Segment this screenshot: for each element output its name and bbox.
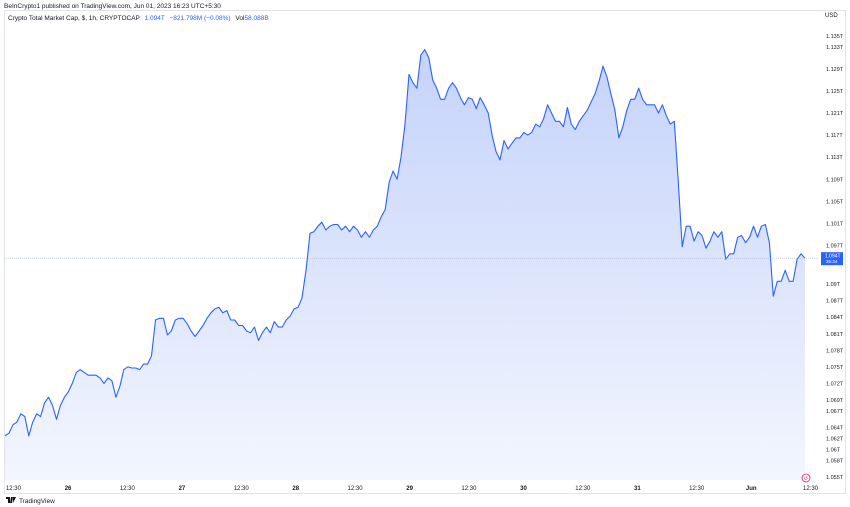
- y-tick-label: 1.125T: [826, 89, 844, 95]
- x-tick-label: 12:30: [689, 486, 705, 492]
- y-tick-label: 1.072T: [826, 381, 844, 387]
- x-tick-label: 12:30: [348, 486, 364, 492]
- price-area: [5, 49, 805, 480]
- x-tick-label: 29: [406, 486, 413, 492]
- y-tick-label: 1.087T: [826, 299, 844, 305]
- y-tick-label: 1.101T: [826, 221, 844, 227]
- y-tick-label: 1.113T: [826, 155, 843, 161]
- chart-frame: [4, 10, 846, 494]
- y-tick-label: 1.084T: [826, 315, 844, 321]
- x-tick-label: 27: [179, 486, 186, 492]
- footer: TradingView: [6, 497, 55, 505]
- y-tick-label: 1.081T: [826, 332, 844, 338]
- footer-brand: TradingView: [19, 497, 55, 505]
- plot-area: [4, 49, 806, 480]
- y-tick-label: 1.058T: [826, 459, 844, 465]
- y-tick-label: 1.133T: [826, 45, 844, 51]
- y-tick-label: 1.075T: [826, 365, 844, 371]
- x-tick-label: 12:30: [120, 486, 136, 492]
- x-tick-label: 12:30: [803, 486, 819, 492]
- y-tick-label: 1.135T: [826, 34, 844, 40]
- x-tick-label: 12:30: [461, 486, 477, 492]
- svg-text:↺: ↺: [804, 476, 808, 482]
- chart-legend: Crypto Total Market Cap, $, 1h, CRYPTOCA…: [8, 15, 269, 22]
- y-tick-label: 1.055T: [826, 475, 844, 481]
- price-line: [4, 49, 806, 437]
- y-tick-label: 1.129T: [826, 67, 844, 73]
- legend-value: 1.094T: [144, 15, 165, 22]
- x-tick-label: 12:30: [6, 486, 22, 492]
- x-tick-label: 12:30: [234, 486, 250, 492]
- x-axis: 12:30 26 12:30 27 12:30 28 12:30 29 12:30 30 12:30…: [6, 486, 819, 492]
- x-tick-label: 31: [634, 486, 641, 492]
- currency-label: USD: [825, 13, 838, 19]
- x-tick-label: 12:30: [575, 486, 591, 492]
- y-tick-label: 1.109T: [826, 177, 844, 183]
- replay-icon[interactable]: ↺: [801, 473, 811, 483]
- x-tick-label: 26: [65, 486, 72, 492]
- y-tick-label: 1.062T: [826, 437, 844, 443]
- y-tick-label: 1.069T: [826, 398, 844, 404]
- legend-vol-value: 58.088B: [244, 15, 269, 22]
- y-tick-label: 1.064T: [826, 426, 844, 432]
- y-tick-label: 1.09T: [826, 282, 841, 288]
- y-tick-label: 1.097T: [826, 243, 844, 249]
- legend-symbol: Crypto Total Market Cap, $, 1h, CRYPTOCA…: [8, 15, 140, 22]
- x-tick-label: 30: [520, 486, 527, 492]
- y-tick-label: 1.121T: [826, 111, 844, 117]
- legend-vol-label: Vol: [235, 15, 245, 22]
- y-tick-label: 1.078T: [826, 348, 844, 354]
- y-tick-label: 1.105T: [826, 199, 844, 205]
- last-price-box: [821, 252, 843, 266]
- y-tick-label: 1.067T: [826, 409, 844, 415]
- tradingview-logo-icon: [6, 497, 16, 505]
- last-price-countdown: 36:34: [826, 259, 838, 264]
- y-tick-label: 1.117T: [826, 133, 843, 139]
- y-axis: USD 1.135T 1.133T 1.129T 1.125T 1.121T 1.117T 1…: [825, 13, 844, 481]
- y-tick-label: 1.06T: [826, 448, 841, 454]
- last-price-value: 1.094T: [825, 254, 841, 260]
- legend-change: −821.798M (−0.08%): [169, 15, 231, 22]
- x-tick-label: 28: [292, 486, 299, 492]
- x-tick-label: Jun: [746, 486, 757, 492]
- publish-info: BeInCrypto1 published on TradingView.com…: [4, 3, 221, 10]
